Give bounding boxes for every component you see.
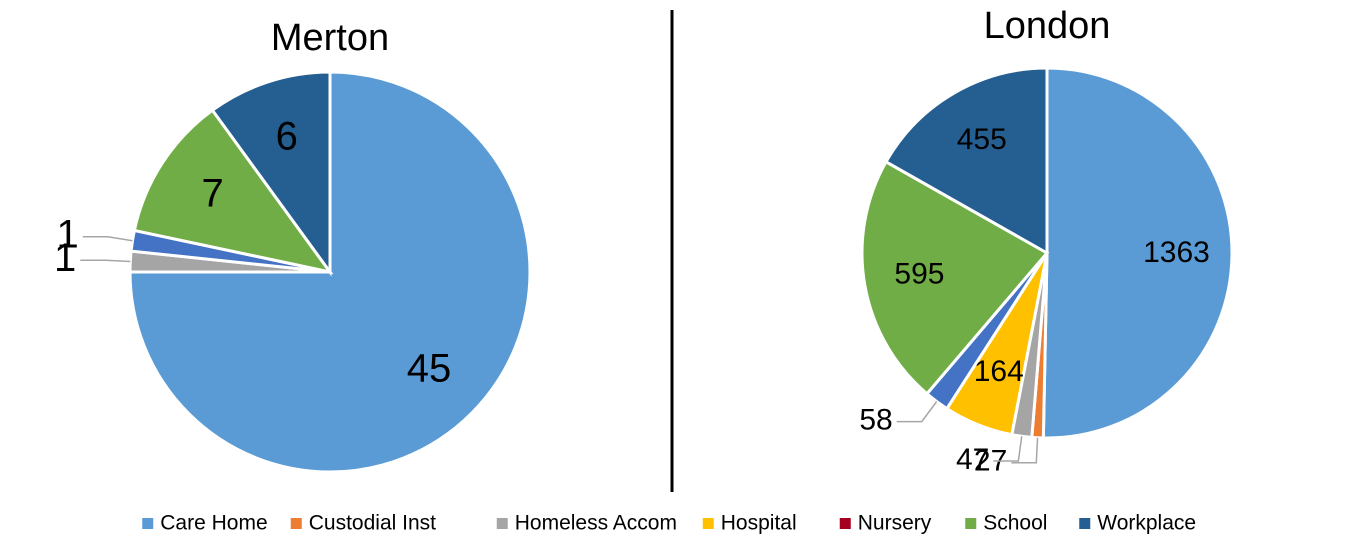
leader-line (82, 236, 133, 242)
data-label: 7 (201, 171, 223, 215)
chart-title: London (984, 5, 1111, 47)
legend-swatch (702, 518, 714, 529)
legend-label: Care Home (160, 512, 267, 535)
legend-label: Nursery (858, 512, 932, 535)
legend-label: School (983, 512, 1047, 535)
pie-slice (883, 66, 1049, 256)
legend-swatch (496, 518, 508, 529)
legend-swatch (142, 518, 154, 529)
data-label: 47 (956, 443, 989, 476)
legend-label: Workplace (1097, 512, 1196, 535)
data-label: 1363 (1143, 236, 1210, 269)
leader-line (1011, 437, 1039, 464)
legend-swatch (1079, 518, 1091, 529)
legend-swatch (965, 518, 977, 529)
pie-slice (128, 70, 532, 474)
leader-line (80, 259, 131, 263)
data-label: 6 (276, 114, 298, 158)
legend-swatch (839, 518, 851, 529)
legend-label: Custodial Inst (309, 512, 436, 535)
data-label: 45 (407, 347, 452, 391)
legend-swatch (290, 518, 302, 529)
pie-slice (210, 70, 332, 277)
pie-slice (1041, 66, 1234, 440)
data-label: 595 (894, 257, 944, 290)
leader-line (896, 401, 938, 423)
legend-label: Hospital (721, 512, 797, 535)
legend-label: Homeless Accom (515, 512, 677, 535)
pie-slice (132, 108, 334, 275)
chart-title: Merton (271, 17, 389, 59)
data-label: 164 (974, 355, 1024, 388)
leader-line (993, 436, 1023, 462)
data-label: 455 (957, 123, 1007, 156)
data-label: 58 (859, 403, 892, 436)
data-label: 1 (54, 236, 76, 280)
pie-slice (860, 159, 1050, 396)
data-label: 1 (57, 212, 79, 256)
